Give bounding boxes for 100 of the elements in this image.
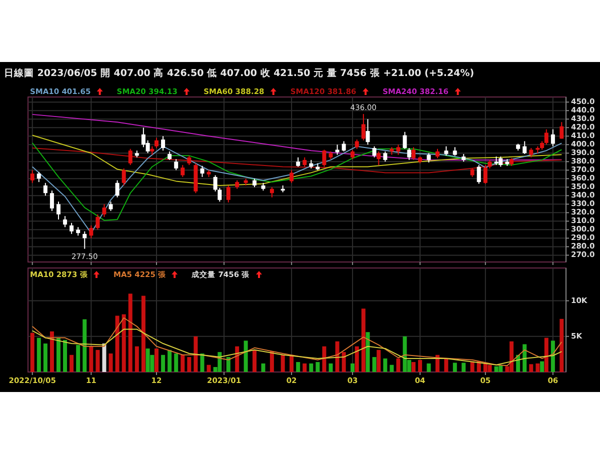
- candlestick: [102, 204, 106, 218]
- candlestick: [412, 146, 416, 160]
- candlestick: [444, 146, 448, 156]
- candlestick: [435, 148, 440, 159]
- bar: [30, 332, 34, 372]
- bar: [522, 344, 527, 372]
- candlestick: [544, 128, 548, 146]
- line-series: [32, 317, 562, 366]
- line-series: [32, 134, 562, 186]
- bar: [383, 358, 388, 372]
- candlestick: [322, 149, 326, 168]
- candlestick: [383, 150, 388, 162]
- candlestick: [498, 156, 503, 168]
- bar: [218, 352, 222, 372]
- bar: [366, 332, 370, 372]
- candlestick: [36, 171, 41, 183]
- bar: [488, 364, 492, 372]
- bar: [354, 346, 359, 372]
- bar: [146, 348, 150, 372]
- bar: [63, 340, 68, 372]
- bar: [390, 364, 394, 372]
- bar: [376, 350, 381, 372]
- bar: [335, 341, 340, 372]
- bar: [89, 346, 94, 372]
- bar: [418, 360, 422, 372]
- bar: [372, 357, 376, 372]
- bar: [261, 363, 266, 372]
- candlestick: [174, 158, 178, 171]
- candlestick: [161, 136, 166, 152]
- bar: [244, 340, 248, 372]
- bar: [235, 346, 240, 372]
- bar: [226, 357, 230, 372]
- bar: [452, 362, 457, 372]
- bar: [96, 350, 100, 372]
- bar: [70, 354, 74, 372]
- bar: [462, 362, 466, 372]
- candlestick: [96, 214, 100, 230]
- bar: [296, 362, 300, 372]
- candlestick: [50, 190, 54, 212]
- line-series: [32, 328, 562, 366]
- chart-title: 日線圖 2023/06/05 開 407.00 高 426.50 低 407.00 收 421.50 元 量 7456 張 +21.00 (+5.24%): [4, 67, 474, 79]
- candlestick: [108, 201, 113, 212]
- candlestick: [115, 180, 120, 198]
- candlestick: [366, 118, 370, 146]
- bar: [529, 364, 534, 372]
- bar: [396, 358, 400, 372]
- candlestick: [70, 222, 74, 234]
- candlestick: [302, 156, 307, 168]
- bar: [361, 308, 366, 372]
- bar: [128, 294, 132, 372]
- candlestick: [350, 149, 355, 160]
- candlestick: [361, 114, 366, 141]
- candlestick: [63, 216, 68, 228]
- candlestick: [122, 168, 126, 186]
- bar: [36, 338, 41, 372]
- bar: [252, 350, 257, 372]
- bar: [322, 346, 326, 372]
- candlestick: [372, 146, 376, 158]
- bar: [402, 336, 407, 372]
- bar: [494, 366, 498, 372]
- bar: [154, 348, 159, 372]
- bar: [180, 354, 185, 372]
- bar: [550, 340, 555, 372]
- candlestick: [407, 148, 412, 160]
- candlestick: [290, 170, 294, 184]
- bar: [270, 351, 274, 372]
- bar: [470, 361, 474, 372]
- candlestick: [396, 144, 400, 156]
- bar: [115, 316, 120, 372]
- candlestick: [529, 148, 534, 158]
- bar: [50, 331, 54, 372]
- bar: [56, 338, 60, 372]
- candlestick: [200, 165, 204, 178]
- candlestick: [187, 155, 192, 166]
- bar: [426, 363, 431, 372]
- candlestick: [342, 140, 346, 152]
- bar: [134, 346, 139, 372]
- candlestick: [30, 170, 34, 184]
- bar: [108, 353, 113, 372]
- bar: [174, 353, 178, 372]
- candlestick: [154, 137, 159, 149]
- bar: [82, 319, 87, 372]
- bar: [316, 362, 320, 372]
- bar: [206, 364, 211, 372]
- bar: [76, 344, 80, 372]
- candlestick: [335, 144, 340, 156]
- bar: [544, 338, 548, 372]
- bar: [161, 354, 166, 372]
- line-series: [32, 148, 562, 174]
- bar: [309, 363, 314, 372]
- candlestick: [522, 140, 527, 154]
- bar: [187, 357, 192, 372]
- bar: [560, 318, 564, 372]
- bar: [43, 344, 48, 372]
- candlestick: [180, 164, 185, 178]
- bar: [122, 314, 126, 372]
- bar: [540, 361, 544, 372]
- bar: [280, 354, 285, 372]
- bar: [350, 363, 355, 372]
- bar: [498, 366, 503, 372]
